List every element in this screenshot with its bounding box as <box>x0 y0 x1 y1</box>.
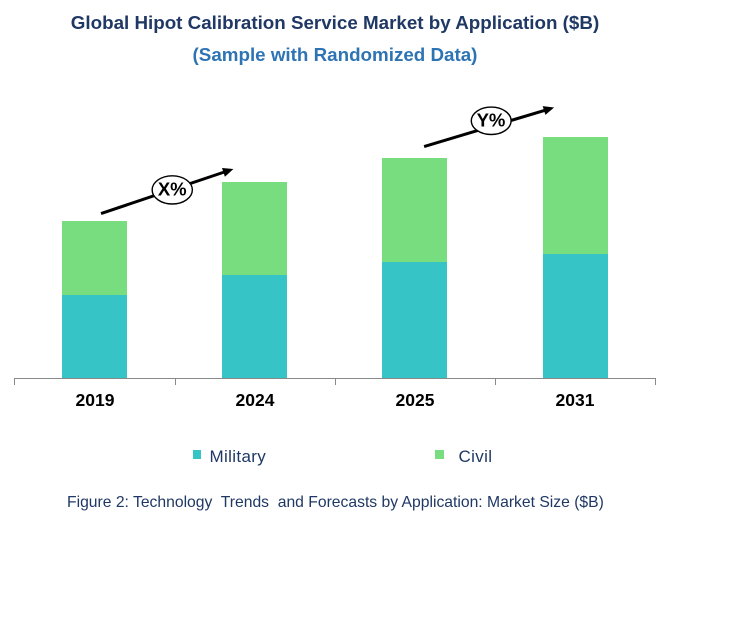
svg-text:X%: X% <box>158 178 187 199</box>
svg-text:Y%: Y% <box>477 109 506 130</box>
